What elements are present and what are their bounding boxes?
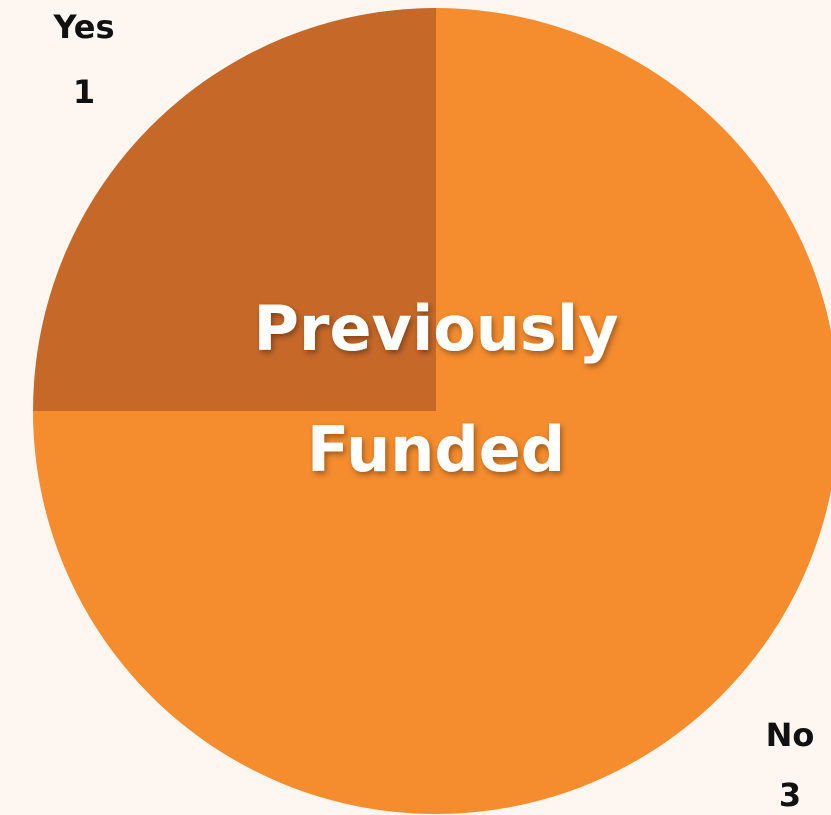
pie-slices [33,8,831,814]
chart-title-line-1: Previously [253,292,618,365]
chart-title-line-2: Funded [307,413,565,486]
slice-label-yes: Yes [53,8,115,46]
slice-value-yes: 1 [73,73,95,111]
slice-value-no: 3 [779,776,801,814]
slice-label-no: No [766,716,815,754]
pie-slice-yes [33,8,436,411]
pie-slice-no [33,8,831,814]
